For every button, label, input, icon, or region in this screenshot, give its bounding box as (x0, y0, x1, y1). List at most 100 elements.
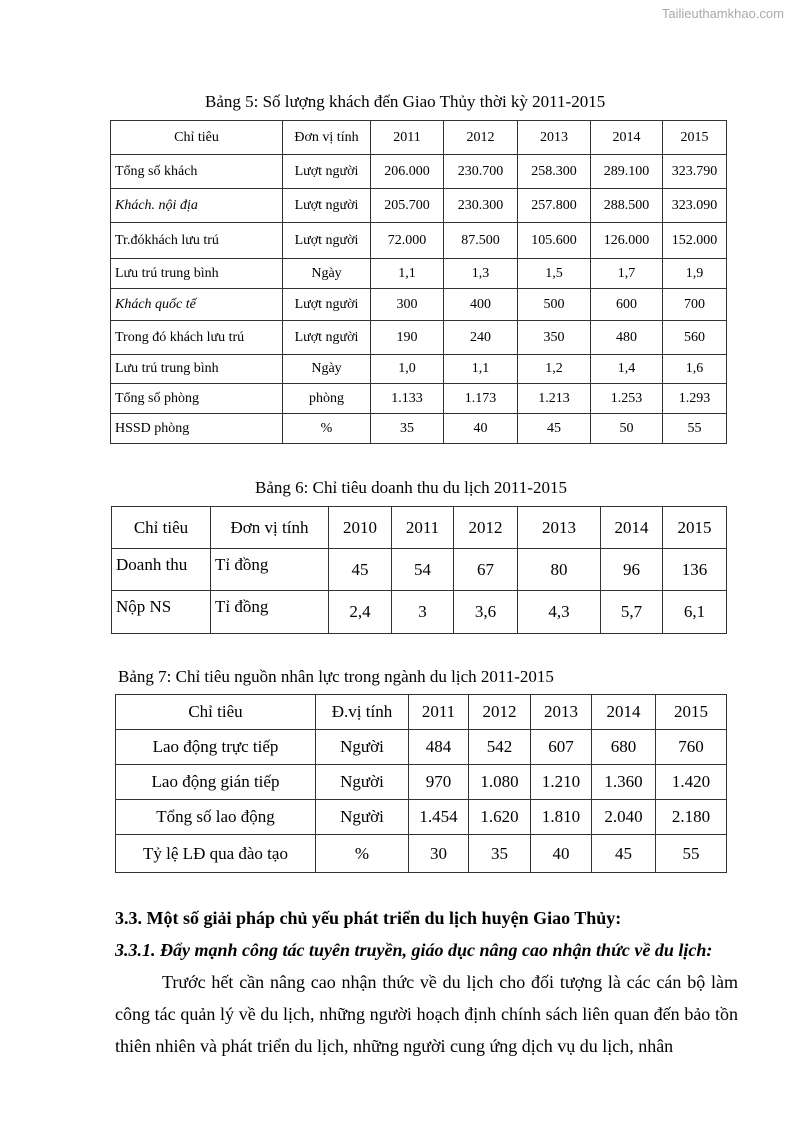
table-cell: 35 (370, 413, 444, 444)
table-cell: 40 (443, 413, 518, 444)
body-paragraph: Trước hết cần nâng cao nhận thức về du l… (115, 972, 738, 1056)
header-cell: Đơn vị tính (210, 506, 329, 549)
table-cell: Doanh thu (111, 548, 211, 591)
header-cell: 2012 (443, 120, 518, 155)
table-cell: 258.300 (517, 154, 591, 189)
table-cell: 126.000 (590, 222, 663, 259)
header-cell: 2013 (530, 694, 592, 730)
table6: Chỉ tiêu Đơn vị tính 2010 2011 2012 2013 2014 2… (111, 506, 727, 634)
table-cell: 350 (517, 320, 591, 355)
table-cell: 300 (370, 288, 444, 321)
header-cell: Chỉ tiêu (111, 506, 211, 549)
table7: Chỉ tiêu Đ.vị tính 2011 2012 2013 2014 2015 Lao… (115, 694, 727, 873)
table-row: Lao động trực tiếp Người 484 542 607 680 760 (115, 729, 727, 765)
header-cell: 2013 (517, 120, 591, 155)
table-cell: 1.253 (590, 383, 663, 414)
table-cell: 288.500 (590, 188, 663, 223)
table-cell: 45 (517, 413, 591, 444)
table-row: Tổng số phòng phòng 1.133 1.173 1.213 1.253 1.… (110, 383, 727, 414)
header-cell: 2014 (600, 506, 663, 549)
table-cell: 1.360 (591, 764, 656, 800)
table-cell: Lượt người (282, 288, 371, 321)
table-cell: 323.790 (662, 154, 727, 189)
table-cell: phòng (282, 383, 371, 414)
table-cell: 323.090 (662, 188, 727, 223)
header-cell: 2014 (591, 694, 656, 730)
header-cell: 2012 (468, 694, 531, 730)
header-cell: 2010 (328, 506, 392, 549)
table-cell: 1.210 (530, 764, 592, 800)
table-cell: Người (315, 764, 409, 800)
table-cell: 1,9 (662, 258, 727, 289)
table-cell: 1,1 (443, 354, 518, 384)
table-cell: 1,3 (443, 258, 518, 289)
table-cell: 5,7 (600, 590, 663, 634)
table-row: Tổng số khách Lượt người 206.000 230.700 258… (110, 154, 727, 189)
table-cell: 1,6 (662, 354, 727, 384)
table-cell: HSSD phòng (110, 413, 283, 444)
table-cell: 105.600 (517, 222, 591, 259)
table-cell: 1,5 (517, 258, 591, 289)
table-cell: Lao động gián tiếp (115, 764, 316, 800)
table-cell: 970 (408, 764, 469, 800)
table5-caption: Bảng 5: Số lượng khách đến Giao Thủy thờ… (205, 92, 606, 111)
header-row: Chỉ tiêu Đ.vị tính 2011 2012 2013 2014 2015 (115, 694, 727, 730)
table-cell: 40 (530, 834, 592, 873)
table-cell: Lưu trú trung bình (110, 258, 283, 289)
header-row: Chỉ tiêu Đơn vị tính 2011 2012 2013 2014 2015 (110, 120, 727, 155)
table-cell: Lượt người (282, 320, 371, 355)
table-row: Trong đó khách lưu trú Lượt người 190 240 35… (110, 320, 727, 355)
table-cell: 72.000 (370, 222, 444, 259)
table-cell: 136 (662, 548, 727, 591)
table-cell: Tổng số khách (110, 154, 283, 189)
table-cell: 1.213 (517, 383, 591, 414)
table-row: HSSD phòng% 35 40 45 50 55 (110, 413, 727, 444)
header-cell: Chỉ tiêu (110, 120, 283, 155)
table-cell: Khách quốc tế (110, 288, 283, 321)
table6-caption: Bảng 6: Chỉ tiêu doanh thu du lịch 2011-… (255, 478, 567, 497)
table-cell: 680 (591, 729, 656, 765)
table-cell: 1,4 (590, 354, 663, 384)
table-cell: Ngày (282, 258, 371, 289)
watermark: Tailieuthamkhao.com (661, 6, 784, 21)
header-cell: 2011 (370, 120, 444, 155)
table-cell: 55 (655, 834, 727, 873)
table-cell: 1.133 (370, 383, 444, 414)
table-cell: Khách. nội địa (110, 188, 283, 223)
table-cell: Trong đó khách lưu trú (110, 320, 283, 355)
table-cell: 87.500 (443, 222, 518, 259)
table-cell: 500 (517, 288, 591, 321)
table-cell: Tỉ đồng (210, 590, 329, 634)
table-cell: Lưu trú trung bình (110, 354, 283, 384)
table-cell: Lượt người (282, 188, 371, 223)
table-cell: Tỉ đồng (210, 548, 329, 591)
table-cell: 1.173 (443, 383, 518, 414)
header-cell: 2015 (655, 694, 727, 730)
table-cell: 152.000 (662, 222, 727, 259)
table-row: Lao động gián tiếp Người 970 1.080 1.210 1.36… (115, 764, 727, 800)
table-cell: 600 (590, 288, 663, 321)
table5: Chỉ tiêu Đơn vị tính 2011 2012 2013 2014 2015 T… (110, 120, 727, 444)
table-cell: 1.080 (468, 764, 531, 800)
table-row: Tỷ lệ LĐ qua đào tạo% 30 35 40 45 55 (115, 834, 727, 873)
table-cell: 45 (328, 548, 392, 591)
table-cell: 96 (600, 548, 663, 591)
header-cell: Đ.vị tính (315, 694, 409, 730)
header-cell: 2012 (453, 506, 518, 549)
table-cell: 206.000 (370, 154, 444, 189)
table-cell: 1.293 (662, 383, 727, 414)
table-cell: 257.800 (517, 188, 591, 223)
table-cell: 760 (655, 729, 727, 765)
table-cell: 1,0 (370, 354, 444, 384)
table-cell: 560 (662, 320, 727, 355)
table-row: Nộp NS Tỉ đồng 2,4 3 3,6 4,3 5,7 6,1 (111, 590, 727, 634)
table-cell: 54 (391, 548, 454, 591)
table7-caption: Bảng 7: Chỉ tiêu nguồn nhân lực trong ng… (118, 667, 554, 686)
table-cell: 700 (662, 288, 727, 321)
table-cell: Lượt người (282, 222, 371, 259)
table-cell: 190 (370, 320, 444, 355)
table-cell: 2.180 (655, 799, 727, 835)
table-cell: 80 (517, 548, 601, 591)
table-cell: 480 (590, 320, 663, 355)
table-cell: Người (315, 729, 409, 765)
